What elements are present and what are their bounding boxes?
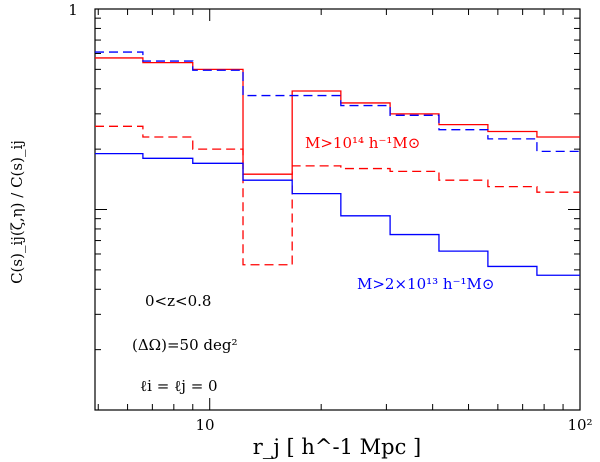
redshift-annotation: 0<z<0.8 [145, 292, 211, 310]
axis-ticks [95, 8, 581, 411]
x-tick-label-100: 10² [567, 416, 592, 434]
modes-annotation: ℓi = ℓj = 0 [140, 377, 218, 395]
series-layer [95, 51, 580, 276]
series-line-3 [95, 152, 580, 276]
x-tick-label-10: 10 [195, 416, 214, 434]
y-axis-title: C(s)_ij(ζ,η) / C(s)_ij [8, 140, 26, 284]
series-line-0 [95, 57, 580, 175]
series-line-1 [95, 51, 580, 152]
x-axis-title: r_j [ h^-1 Mpc ] [253, 435, 421, 459]
blue-series-label: M>2×10¹³ h⁻¹M⊙ [357, 275, 494, 293]
red-series-label: M>10¹⁴ h⁻¹M⊙ [305, 134, 420, 152]
area-annotation: (ΔΩ)=50 deg² [132, 336, 238, 354]
y-tick-label-1: 1 [68, 1, 78, 19]
series-line-2 [95, 125, 580, 266]
